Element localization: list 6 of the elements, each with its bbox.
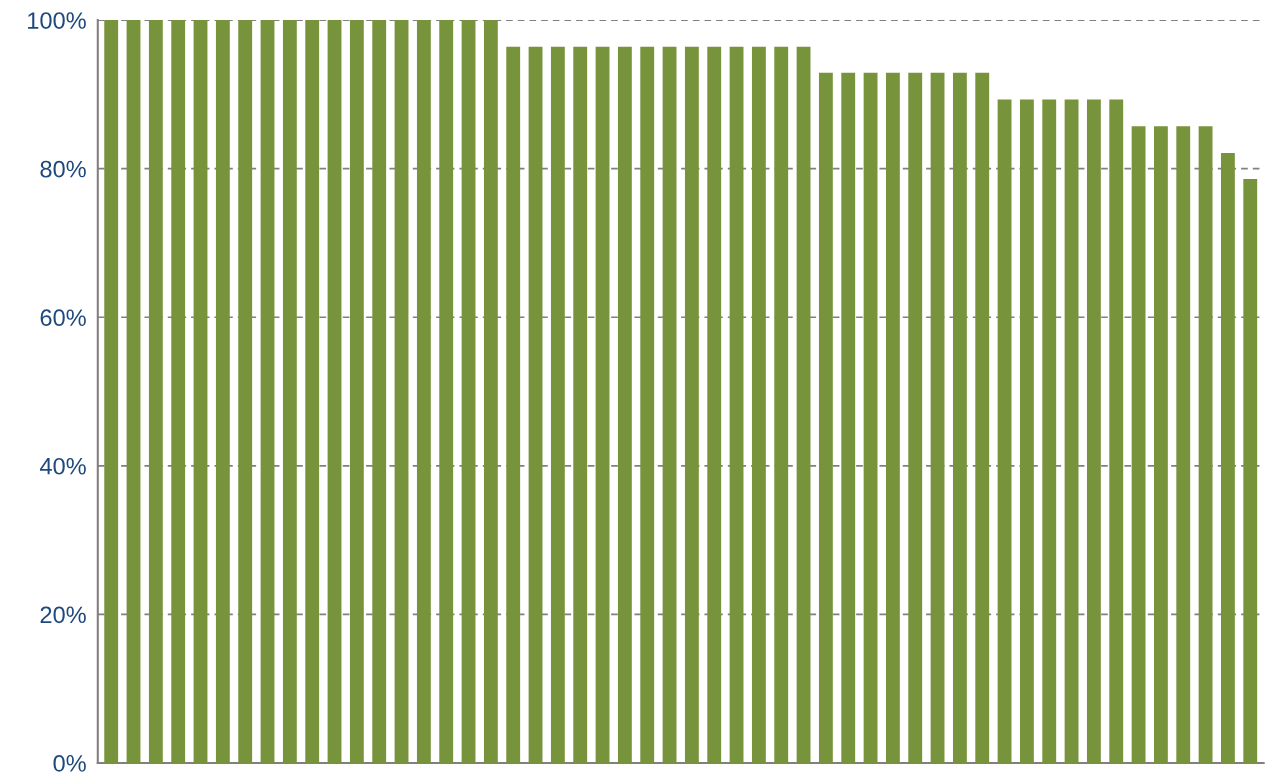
y-tick-label: 60% bbox=[40, 309, 86, 327]
y-tick-label: 40% bbox=[39, 457, 86, 475]
y-tick-label: 20% bbox=[40, 606, 86, 624]
y-tick-label: 80% bbox=[40, 160, 86, 178]
y-tick-label: 100% bbox=[28, 12, 86, 29]
y-tick-label: 0% bbox=[53, 755, 86, 772]
